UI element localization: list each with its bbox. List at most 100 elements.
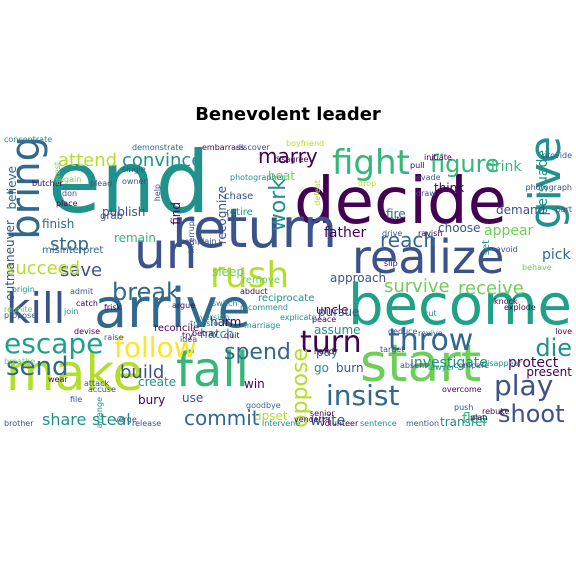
word-cloud-word: remain [114, 231, 157, 245]
word-cloud-word: steal [92, 410, 131, 428]
word-cloud-word: pursue [318, 305, 360, 319]
word-cloud-word: rebuke [482, 407, 510, 416]
word-cloud-word: boyfriend [286, 139, 325, 148]
word-cloud-word: find [169, 202, 183, 225]
word-cloud-word: arrest [53, 162, 62, 186]
word-cloud-word: go [314, 361, 329, 375]
word-cloud-word: believe [5, 166, 19, 210]
word-cloud-word: escape [4, 327, 104, 360]
word-cloud-word: make [6, 344, 144, 402]
word-cloud-word: explode [504, 303, 536, 312]
word-cloud-word: reconcile [154, 323, 200, 334]
word-cloud-word: appear [484, 223, 534, 239]
word-cloud-word: approach [330, 271, 387, 285]
word-cloud-word: un [134, 222, 198, 280]
word-cloud-word: photographer [230, 173, 285, 182]
word-cloud-word: marry [258, 144, 318, 168]
word-cloud-word: realize [352, 230, 505, 284]
word-cloud-word: play [494, 369, 554, 402]
word-cloud-word: file [70, 395, 83, 404]
word-cloud-word: origin [12, 285, 35, 294]
word-cloud-word: present [526, 365, 572, 379]
word-cloud-word: compare [454, 361, 490, 370]
word-cloud-word: butcher [32, 179, 63, 188]
word-cloud-word: plan [470, 413, 488, 422]
word-cloud-word: arrive [94, 277, 251, 340]
word-cloud-word: admit [70, 287, 94, 296]
word-cloud-word: push [454, 403, 474, 412]
word-cloud-word: harm [210, 315, 242, 329]
word-cloud-word: accuse [88, 385, 116, 394]
word-cloud-word: target [380, 345, 405, 354]
word-cloud-word: start [360, 334, 482, 394]
word-cloud-word: break [112, 278, 180, 306]
word-cloud-word: shoot [498, 400, 565, 428]
word-cloud-word: pay [316, 345, 339, 359]
word-cloud-word: insist [326, 379, 400, 412]
word-cloud-word: verge [114, 415, 137, 424]
word-cloud-word: volunteer [320, 419, 359, 428]
word-cloud-word: pull [410, 161, 425, 170]
word-cloud-word: regain [56, 175, 82, 184]
word-cloud-word: pick [542, 247, 571, 263]
word-cloud-word: explicate [280, 313, 317, 322]
word-cloud-word: drive [382, 229, 403, 238]
word-cloud-word: owner [122, 177, 147, 186]
word-cloud: end decide return become arrive realize start f… [4, 136, 572, 428]
word-cloud-word: misinterpret [42, 245, 104, 256]
word-cloud-word: receive [458, 278, 524, 299]
word-cloud-word: lawyer [428, 363, 455, 372]
word-cloud-word: provide [541, 151, 572, 160]
word-cloud-word: spend [224, 340, 291, 365]
word-cloud-word: argue [172, 301, 196, 310]
word-cloud-word: slip [384, 259, 398, 268]
word-cloud-word: attend [58, 150, 118, 171]
word-cloud-word: don [62, 189, 78, 198]
word-cloud-word: remove [242, 275, 280, 286]
word-cloud-word: demonstrate [132, 143, 184, 152]
word-cloud-word: finish [42, 217, 75, 231]
word-cloud-word: work [266, 178, 291, 232]
word-cloud-word: deduce [388, 327, 418, 336]
word-cloud-word: reciprocate [258, 293, 315, 304]
word-cloud-word: cut [424, 309, 437, 318]
word-cloud-word: figure [430, 150, 500, 178]
word-cloud-word: kill [6, 284, 66, 333]
word-cloud-word: disagree [274, 155, 309, 164]
word-cloud-word: bury [138, 393, 166, 407]
word-cloud-word: single [122, 165, 146, 174]
word-cloud-word: ravish [418, 229, 443, 238]
word-cloud-word: drink [486, 159, 522, 175]
word-cloud-word: release [132, 419, 162, 428]
word-cloud-word: send [6, 352, 69, 382]
word-cloud-word: uncle [316, 303, 349, 317]
word-cloud-word: absent [400, 361, 428, 370]
word-cloud-word: abduct [240, 287, 268, 296]
word-cloud-word: wear [48, 375, 68, 384]
word-cloud-word: choose [438, 221, 481, 235]
word-cloud-word: propose [4, 311, 37, 320]
word-cloud-word: build [120, 362, 165, 383]
word-cloud-word: unite [384, 215, 405, 224]
word-cloud-word: rush [210, 255, 290, 296]
word-cloud-word: idea [180, 335, 198, 344]
word-cloud-word: avoid [496, 245, 518, 254]
word-cloud-word: love [555, 327, 572, 336]
word-cloud-word: quit [224, 331, 240, 340]
word-cloud-word: part [555, 205, 572, 214]
word-cloud-word: survive [384, 276, 450, 297]
word-cloud-word: photograph [525, 183, 573, 192]
word-cloud-word: investigate [410, 355, 488, 371]
word-cloud-word: place [56, 199, 78, 208]
word-cloud-word: commit [184, 406, 260, 428]
word-cloud-word: discover [236, 143, 270, 152]
word-cloud-word: initiate [424, 153, 452, 162]
word-cloud-word: save [60, 260, 103, 281]
word-cloud-word: marriage [244, 321, 281, 330]
word-cloud-word: drop [358, 179, 377, 188]
word-cloud-word: version [200, 313, 230, 322]
word-cloud-word: help [153, 184, 162, 202]
word-cloud-word: throw [388, 323, 474, 358]
word-cloud-word: burn [336, 361, 364, 375]
word-cloud-word: reunite [4, 305, 33, 314]
